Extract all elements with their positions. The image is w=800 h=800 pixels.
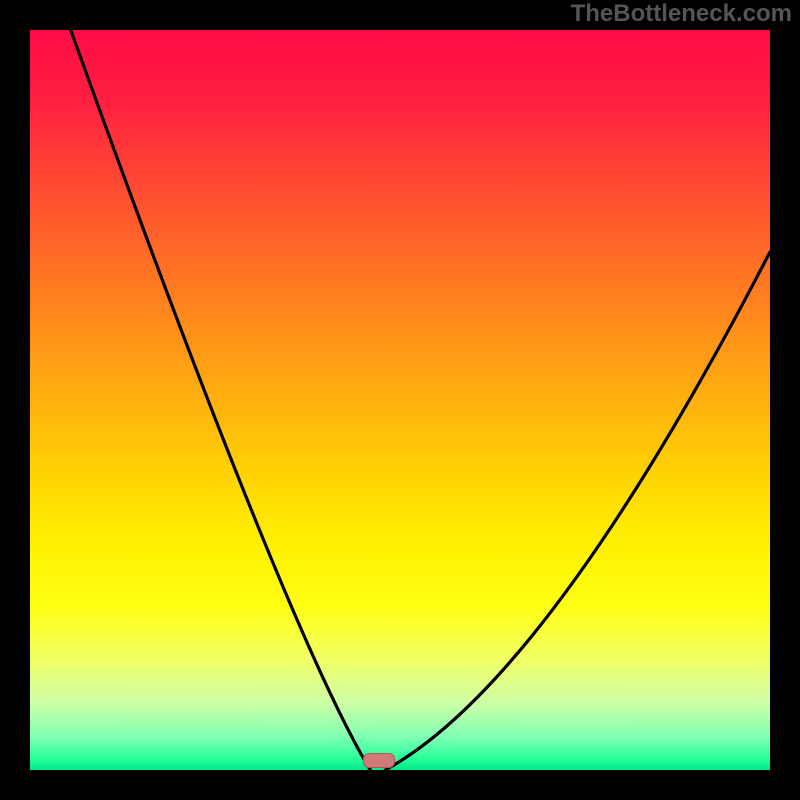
watermark-text: TheBottleneck.com: [571, 0, 792, 28]
chart-canvas: TheBottleneck.com: [0, 0, 800, 800]
gradient-background: [30, 30, 770, 770]
valley-marker: [363, 753, 395, 768]
